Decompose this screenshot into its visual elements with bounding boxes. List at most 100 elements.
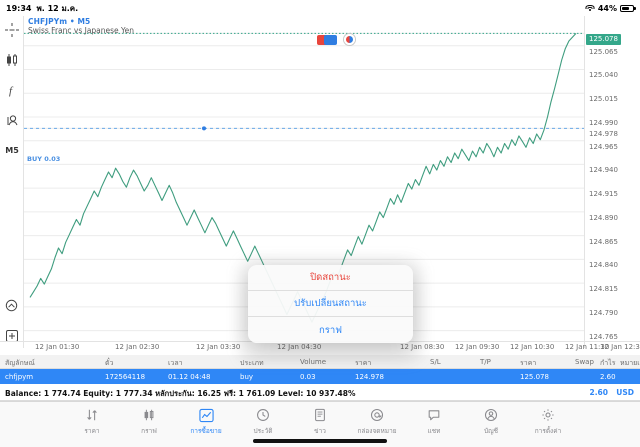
tab-1[interactable]: ราคา — [64, 407, 121, 436]
tab-label: ข่าว — [314, 427, 326, 435]
trade-chart-icon — [198, 407, 214, 423]
wifi-icon — [585, 4, 595, 12]
cell-ticket: 172564118 — [105, 373, 146, 381]
action-sheet-item-label: ปิดสถานะ — [310, 272, 351, 283]
chart-symbol-subtitle: Swiss Franc vs Japanese Yen — [28, 26, 135, 35]
tab-label: ราคา — [84, 427, 100, 435]
action-sheet-item-1[interactable]: ปิดสถานะ — [248, 265, 413, 291]
tab-5[interactable]: ข่าว — [292, 407, 349, 436]
status-bar: 19:34 พ. 12 ม.ค. 44% — [0, 0, 640, 16]
timeframe-m5-icon[interactable]: M5 — [4, 142, 20, 158]
cell-symbol: chfjpym — [5, 373, 34, 381]
cell-price: 125.078 — [520, 373, 549, 381]
objects-icon[interactable] — [4, 112, 20, 128]
balance-profit: 2.60 — [589, 388, 608, 397]
svg-text:f: f — [9, 85, 14, 97]
status-bar-right: 44% — [585, 4, 636, 13]
tab-label: บัญชี — [483, 427, 499, 435]
quotes-arrows-icon — [85, 407, 99, 423]
home-indicator — [253, 439, 387, 443]
settings-gear-icon — [541, 407, 555, 423]
tab-label: กราฟ — [141, 427, 157, 435]
action-sheet-item-label: ปรับเปลี่ยนสถานะ — [294, 298, 367, 309]
tab-8[interactable]: บัญชี — [463, 407, 520, 436]
column-header: ราคา — [355, 359, 372, 367]
action-sheet-item-label: กราฟ — [319, 324, 342, 336]
price-axis: 125.078 125.065 125.040 125.015 124.990 124.9… — [584, 16, 640, 348]
balance-text: Balance: 1 774.74 Equity: 1 777.34 หลักป… — [5, 389, 356, 398]
account-person-icon — [484, 407, 498, 423]
time-tick: 12 Jan 03:30 — [196, 343, 241, 351]
time-tick: 12 Jan 09:30 — [455, 343, 500, 351]
cell-volume: 0.03 — [300, 373, 316, 381]
time-tick: 12 Jan 02:30 — [115, 343, 160, 351]
candlestick-icon[interactable] — [4, 52, 20, 68]
order-marker-red[interactable] — [317, 35, 330, 45]
price-tick: 124.940 — [589, 166, 618, 175]
zoom-icon[interactable] — [4, 298, 20, 314]
tab-label: แชท — [427, 427, 441, 435]
column-header: ตั๋ว — [105, 359, 114, 367]
time-tick: 12 Jan 10:30 — [510, 343, 555, 351]
cell-profit: 2.60 — [600, 373, 616, 381]
column-header: กำไร — [600, 359, 616, 367]
price-tick: 125.065 — [589, 47, 618, 56]
table-row[interactable]: chfjpym 172564118 01.12 04:48 buy 0.03 124.97… — [0, 369, 640, 384]
timeframe-label: M5 — [5, 145, 19, 155]
time-tick: 12 Jan 08:30 — [400, 343, 445, 351]
order-marker-blue[interactable] — [324, 35, 337, 45]
time-tick: 12 Jan 04:30 — [277, 343, 322, 351]
price-axis-divider — [584, 16, 585, 348]
indicators-icon[interactable]: f — [4, 82, 20, 98]
price-tick: 124.990 — [589, 118, 618, 127]
column-header: ประเภท — [240, 359, 264, 367]
tab-4[interactable]: ประวัติ — [235, 407, 292, 436]
cell-open-price: 124.978 — [355, 373, 384, 381]
tab-label: การตั้งค่า — [534, 427, 562, 435]
tab-3[interactable]: การซื้อขาย — [178, 407, 235, 436]
news-document-icon — [313, 407, 327, 423]
price-tick: 124.890 — [589, 213, 618, 222]
tab-6[interactable]: กล่องจดหมาย — [349, 407, 406, 436]
time-tick: 12 Jan 11:30 — [565, 343, 610, 351]
order-marker-circle[interactable] — [344, 34, 355, 45]
chart-tool-rail-bottom — [0, 298, 24, 344]
cell-time: 01.12 04:48 — [168, 373, 211, 381]
column-header: Volume — [300, 358, 327, 366]
price-tick: 124.840 — [589, 261, 618, 270]
bid-price-badge: 125.078 — [586, 34, 621, 46]
positions-table-header: สัญลักษณ์ ตั๋ว เวลา ประเภท Volume ราคา S/L T/P ร… — [0, 355, 640, 369]
battery-icon — [620, 4, 636, 12]
action-sheet-item-3[interactable]: กราฟ — [248, 317, 413, 343]
tab-9[interactable]: การตั้งค่า — [520, 407, 577, 436]
time-tick: 12 Jan 12:30 — [600, 343, 640, 351]
action-sheet: ปิดสถานะปรับเปลี่ยนสถานะกราฟ — [248, 265, 413, 343]
action-sheet-item-2[interactable]: ปรับเปลี่ยนสถานะ — [248, 291, 413, 317]
price-tick: 124.915 — [589, 190, 618, 199]
price-tick: 125.040 — [589, 71, 618, 80]
chart-candles-icon — [142, 407, 156, 423]
buy-position-label: BUY 0.03 — [27, 155, 61, 163]
tab-label: การซื้อขาย — [190, 427, 222, 435]
mailbox-at-icon — [370, 407, 384, 423]
status-date: พ. 12 ม.ค. — [36, 3, 79, 13]
column-header: ราคา — [520, 359, 537, 367]
balance-currency: USD — [616, 388, 634, 397]
chart-tool-rail: f M5 — [0, 16, 24, 348]
price-tick: 124.765 — [589, 332, 618, 341]
price-tick: 124.790 — [589, 308, 618, 317]
column-header: หมายเหตุ — [620, 359, 640, 367]
column-header: T/P — [480, 358, 491, 366]
chart-symbol-title: CHFJPYm • M5 — [28, 17, 91, 26]
tab-label: กล่องจดหมาย — [357, 427, 397, 435]
balance-bar: Balance: 1 774.74 Equity: 1 777.34 หลักป… — [0, 384, 640, 401]
column-header: เวลา — [168, 359, 183, 367]
tab-2[interactable]: กราฟ — [121, 407, 178, 436]
status-time: 19:34 — [6, 3, 32, 13]
tab-7[interactable]: แชท — [406, 407, 463, 436]
price-tick: 124.865 — [589, 237, 618, 246]
crosshair-icon[interactable] — [4, 22, 20, 38]
price-tick: 124.965 — [589, 142, 618, 151]
column-header: สัญลักษณ์ — [5, 359, 35, 367]
price-tick: 124.978 — [589, 130, 618, 139]
